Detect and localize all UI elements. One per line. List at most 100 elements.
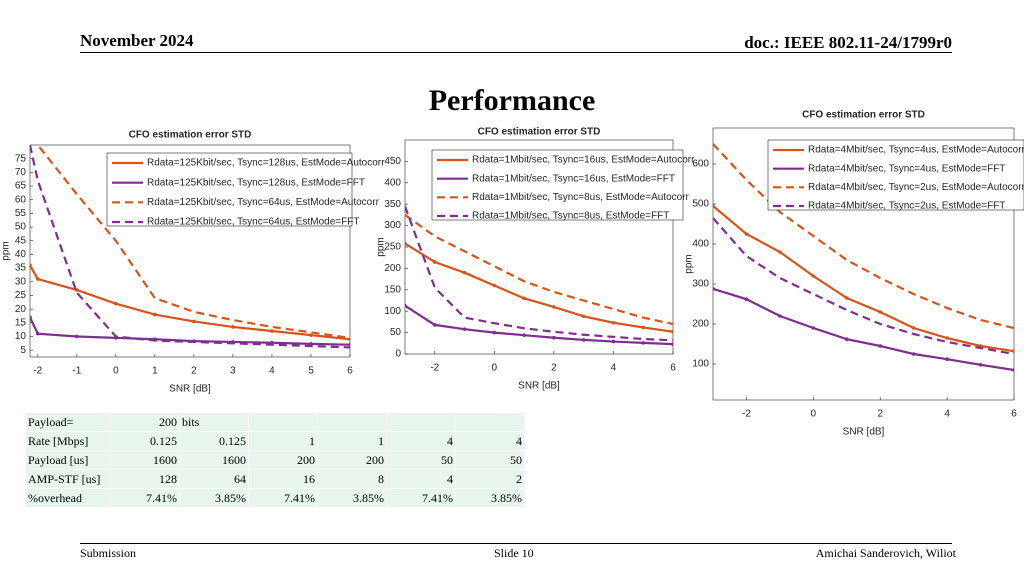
table-cell: 4 <box>455 431 525 451</box>
table-cell: 200 <box>317 450 387 470</box>
series-marker <box>75 334 79 339</box>
table-cell: 16 <box>248 469 318 489</box>
x-axis-label: SNR [dB] <box>169 384 211 395</box>
legend-box <box>431 149 684 221</box>
series-line <box>30 264 350 341</box>
series-line <box>405 214 673 326</box>
legend-label: Rdata=125Kbit/sec, Tsync=64us, EstMode=A… <box>147 197 380 208</box>
series-group <box>405 205 673 346</box>
y-tick-label: 100 <box>384 306 401 317</box>
series-marker <box>811 326 816 330</box>
series-marker <box>348 337 350 342</box>
series-marker <box>811 274 816 278</box>
y-tick-label: 30 <box>15 276 27 287</box>
series-marker <box>911 326 916 330</box>
legend-box <box>106 152 353 227</box>
table-cell: 50 <box>386 450 456 470</box>
y-tick-label: 45 <box>15 235 27 246</box>
table-cell: 64 <box>179 469 249 489</box>
y-tick-label: 150 <box>384 284 401 295</box>
legend-label: Rdata=4Mbit/sec, Tsync=4us, EstMode=Auto… <box>808 145 1024 156</box>
series-group <box>713 143 1014 372</box>
series-marker <box>744 297 749 302</box>
y-tick-label: 600 <box>692 159 709 170</box>
series-marker <box>671 329 673 334</box>
x-tick-label: 6 <box>670 363 676 374</box>
y-tick-label: 60 <box>15 194 27 205</box>
series-marker <box>1012 349 1014 353</box>
header-doc: doc.: IEEE 802.11-24/1799r0 <box>744 33 952 52</box>
series-marker <box>713 204 715 208</box>
table-cell: 7.41% <box>386 488 456 508</box>
series-line <box>713 217 1014 356</box>
series-line <box>30 316 350 346</box>
x-tick-label: -2 <box>430 363 439 374</box>
series-marker <box>552 335 556 340</box>
x-tick-label: 3 <box>230 366 236 377</box>
x-tick-label: -2 <box>33 366 42 377</box>
footer-right: Amichai Sanderovich, Wiliot <box>815 546 956 560</box>
legend-label: Rdata=4Mbit/sec, Tsync=4us, EstMode=FFT <box>808 163 1005 174</box>
series-line <box>405 205 673 342</box>
series-marker <box>522 296 526 301</box>
table-cell: Payload= <box>25 412 111 432</box>
series-line <box>713 287 1014 372</box>
y-tick-label: 75 <box>15 153 27 164</box>
legend-label: Rdata=4Mbit/sec, Tsync=2us, EstMode=Auto… <box>808 182 1024 193</box>
series-line <box>30 145 350 349</box>
table-cell: 3.85% <box>317 488 387 508</box>
series-marker <box>432 323 437 327</box>
series-marker <box>945 336 949 340</box>
y-tick-label: 0 <box>395 349 401 360</box>
series-line <box>36 145 350 339</box>
footer-center: Slide 10 <box>494 546 534 560</box>
series-line <box>713 143 1014 330</box>
table-cell: 7.41% <box>248 488 318 508</box>
slide-title: Performance <box>428 84 596 117</box>
table-cell: 1 <box>248 431 318 451</box>
series-marker <box>778 314 782 318</box>
table-cell: AMP-STF [us] <box>25 469 111 489</box>
series-marker <box>462 327 467 331</box>
table-cell <box>455 412 525 432</box>
table-cell <box>317 412 387 432</box>
series-group <box>30 145 350 349</box>
table-cell: 7.41% <box>110 488 180 508</box>
series-marker <box>1012 368 1014 372</box>
table-cell: 3.85% <box>179 488 249 508</box>
legend-box <box>767 139 1024 211</box>
series-marker <box>581 314 586 319</box>
series-line <box>713 205 1014 353</box>
table-cell: %overhead <box>25 488 111 508</box>
x-tick-label: 2 <box>551 363 557 374</box>
series-marker <box>192 319 196 324</box>
x-tick-label: -1 <box>72 366 81 377</box>
table-cell: Payload [us] <box>25 450 111 470</box>
x-tick-label: 2 <box>877 409 883 420</box>
series-marker <box>270 329 274 333</box>
table-row: %overhead 7.41% 3.85% 7.41% 3.85% 7.41% 3.85% <box>25 488 525 508</box>
series-marker <box>844 337 849 342</box>
series-marker <box>492 330 497 335</box>
legend-label: Rdata=125Kbit/sec, Tsync=64us, EstMode=F… <box>147 217 359 228</box>
series-marker <box>231 325 235 329</box>
table-row: Payload [us] 1600 1600 200 200 50 50 <box>25 450 525 470</box>
y-axis-label: ppm <box>1 241 12 260</box>
x-axis-label: SNR [dB] <box>843 427 885 438</box>
series-marker <box>671 342 673 346</box>
series-marker <box>309 342 313 346</box>
y-tick-label: 65 <box>15 181 27 192</box>
table-cell: 1 <box>317 431 387 451</box>
y-tick-label: 15 <box>15 317 27 328</box>
series-marker <box>522 333 526 337</box>
series-marker <box>405 303 407 308</box>
series-marker <box>778 250 782 254</box>
y-tick-label: 25 <box>15 290 27 301</box>
y-tick-label: 40 <box>15 249 27 260</box>
series-marker <box>878 310 883 314</box>
y-axis-label: ppm <box>684 254 695 273</box>
chart-title: CFO estimation error STD <box>478 127 601 138</box>
